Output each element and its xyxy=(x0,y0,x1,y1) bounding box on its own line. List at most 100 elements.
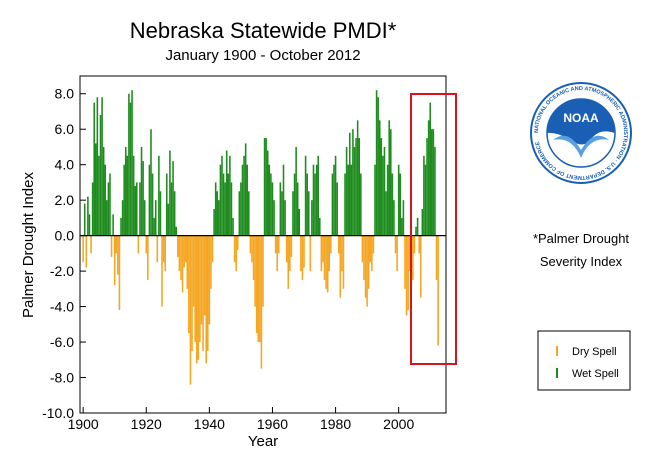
wet-spell-bar xyxy=(348,132,351,236)
dry-spell-bar xyxy=(184,235,187,263)
wet-spell-bar xyxy=(432,129,435,236)
wet-spell-bar xyxy=(397,164,400,236)
wet-spell-bar xyxy=(391,173,394,236)
logo-bird xyxy=(553,135,609,158)
logo-center-text: NOAA xyxy=(563,111,599,125)
wet-spell-bar xyxy=(154,200,157,236)
dry-spell-bar xyxy=(407,235,409,311)
wet-spell-bar xyxy=(134,185,137,236)
dry-spell-bar xyxy=(208,235,211,325)
wet-spell-bar xyxy=(375,90,378,236)
wet-spell-bar xyxy=(101,97,103,236)
dry-spell-bar xyxy=(181,235,184,293)
dry-spell-bar xyxy=(412,235,414,280)
wet-spell-bar xyxy=(304,155,307,236)
dry-spell-bar xyxy=(203,235,206,316)
dry-spell-bar xyxy=(180,235,182,280)
wet-spell-bar xyxy=(170,182,173,236)
dry-spell-bar xyxy=(325,235,327,289)
y-tick-label: 4.0 xyxy=(55,157,75,173)
legend-box xyxy=(537,330,631,391)
wet-spell-bar xyxy=(429,102,432,236)
recent-period-highlight-box xyxy=(410,93,457,365)
wet-spell-bar xyxy=(307,191,310,236)
wet-spell-bar xyxy=(94,143,97,236)
wet-spell-bar xyxy=(248,191,250,236)
dry-spell-bar xyxy=(435,235,438,280)
wet-spell-bar xyxy=(319,217,321,236)
wet-spell-bar xyxy=(312,164,315,236)
dry-spell-bar xyxy=(85,235,88,268)
wet-spell-bar xyxy=(265,138,267,236)
footnote-line-2: Severity Index xyxy=(540,254,623,269)
wet-spell-bar xyxy=(434,146,436,236)
dry-spell-bar xyxy=(177,235,179,257)
x-tick-label: 1920 xyxy=(131,416,162,432)
wet-spell-bar xyxy=(128,93,130,236)
dry-spell-bar xyxy=(371,235,373,272)
wet-spell-bar xyxy=(246,164,249,236)
wet-spell-bar xyxy=(393,200,395,236)
dry-spell-bar xyxy=(394,235,397,254)
dry-spell-bar xyxy=(303,235,305,268)
x-axis-ticks: 1900 1920 1940 1960 1980 2000 xyxy=(68,407,414,432)
wet-spell-bar xyxy=(317,155,320,236)
y-tick-label: 8.0 xyxy=(55,86,75,102)
wet-spell-bar xyxy=(150,129,152,236)
bar-series xyxy=(82,90,439,385)
wet-spell-bar xyxy=(292,191,294,236)
wet-spell-bar xyxy=(167,203,170,236)
wet-spell-bar xyxy=(232,217,234,236)
wet-spell-bar xyxy=(139,182,141,236)
wet-spell-bar xyxy=(421,209,424,236)
dry-spell-bar xyxy=(366,235,368,307)
wet-spell-bar xyxy=(426,138,428,236)
wet-spell-bar xyxy=(402,200,405,236)
dry-spell-bar xyxy=(300,235,302,272)
wet-spell-bar xyxy=(131,90,133,236)
dry-spell-bar xyxy=(342,235,345,289)
wet-spell-bar xyxy=(382,155,384,236)
wet-spell-bar xyxy=(415,226,417,236)
wet-spell-bar xyxy=(244,143,247,236)
wet-spell-bar xyxy=(424,164,427,236)
dry-spell-bar xyxy=(369,235,372,263)
wet-spell-bar xyxy=(106,200,108,236)
y-tick-label: -8.0 xyxy=(50,370,74,386)
wet-spell-bar xyxy=(229,155,231,236)
dry-spell-bar xyxy=(206,235,209,351)
wet-spell-bar xyxy=(423,155,425,236)
wet-spell-bar xyxy=(102,146,105,236)
dry-spell-bar xyxy=(199,235,201,343)
dry-spell-bar xyxy=(115,235,118,254)
wet-spell-bar xyxy=(243,155,245,236)
wet-spell-bar xyxy=(107,182,110,236)
wet-spell-bar xyxy=(353,146,356,236)
wet-spell-bar xyxy=(136,182,138,236)
wet-spell-bar xyxy=(143,200,146,236)
dry-spell-bar xyxy=(287,235,290,289)
dry-spell-bar xyxy=(186,235,189,289)
dry-spell-bar xyxy=(164,235,166,272)
dry-spell-bar xyxy=(361,235,364,263)
dry-spell-bar xyxy=(137,235,140,254)
dry-spell-bar xyxy=(323,235,326,280)
dry-spell-bar xyxy=(413,235,416,254)
wet-spell-bar xyxy=(96,97,99,236)
wet-spell-bar xyxy=(91,182,94,236)
wet-spell-bar xyxy=(296,182,299,236)
wet-spell-bar xyxy=(172,161,174,236)
wet-spell-bar xyxy=(389,129,392,236)
wet-spell-bar xyxy=(311,200,313,236)
dry-spell-bar xyxy=(290,235,293,257)
wet-spell-bar xyxy=(380,138,383,236)
dry-spell-bar xyxy=(396,235,398,272)
dry-spell-bar xyxy=(249,235,252,254)
wet-spell-bar xyxy=(227,173,230,236)
wet-spell-bar xyxy=(175,226,178,236)
wet-spell-bar xyxy=(140,146,143,236)
wet-spell-bar xyxy=(221,155,223,236)
x-tick-label: 1960 xyxy=(257,416,288,432)
dry-spell-bar xyxy=(262,235,264,307)
